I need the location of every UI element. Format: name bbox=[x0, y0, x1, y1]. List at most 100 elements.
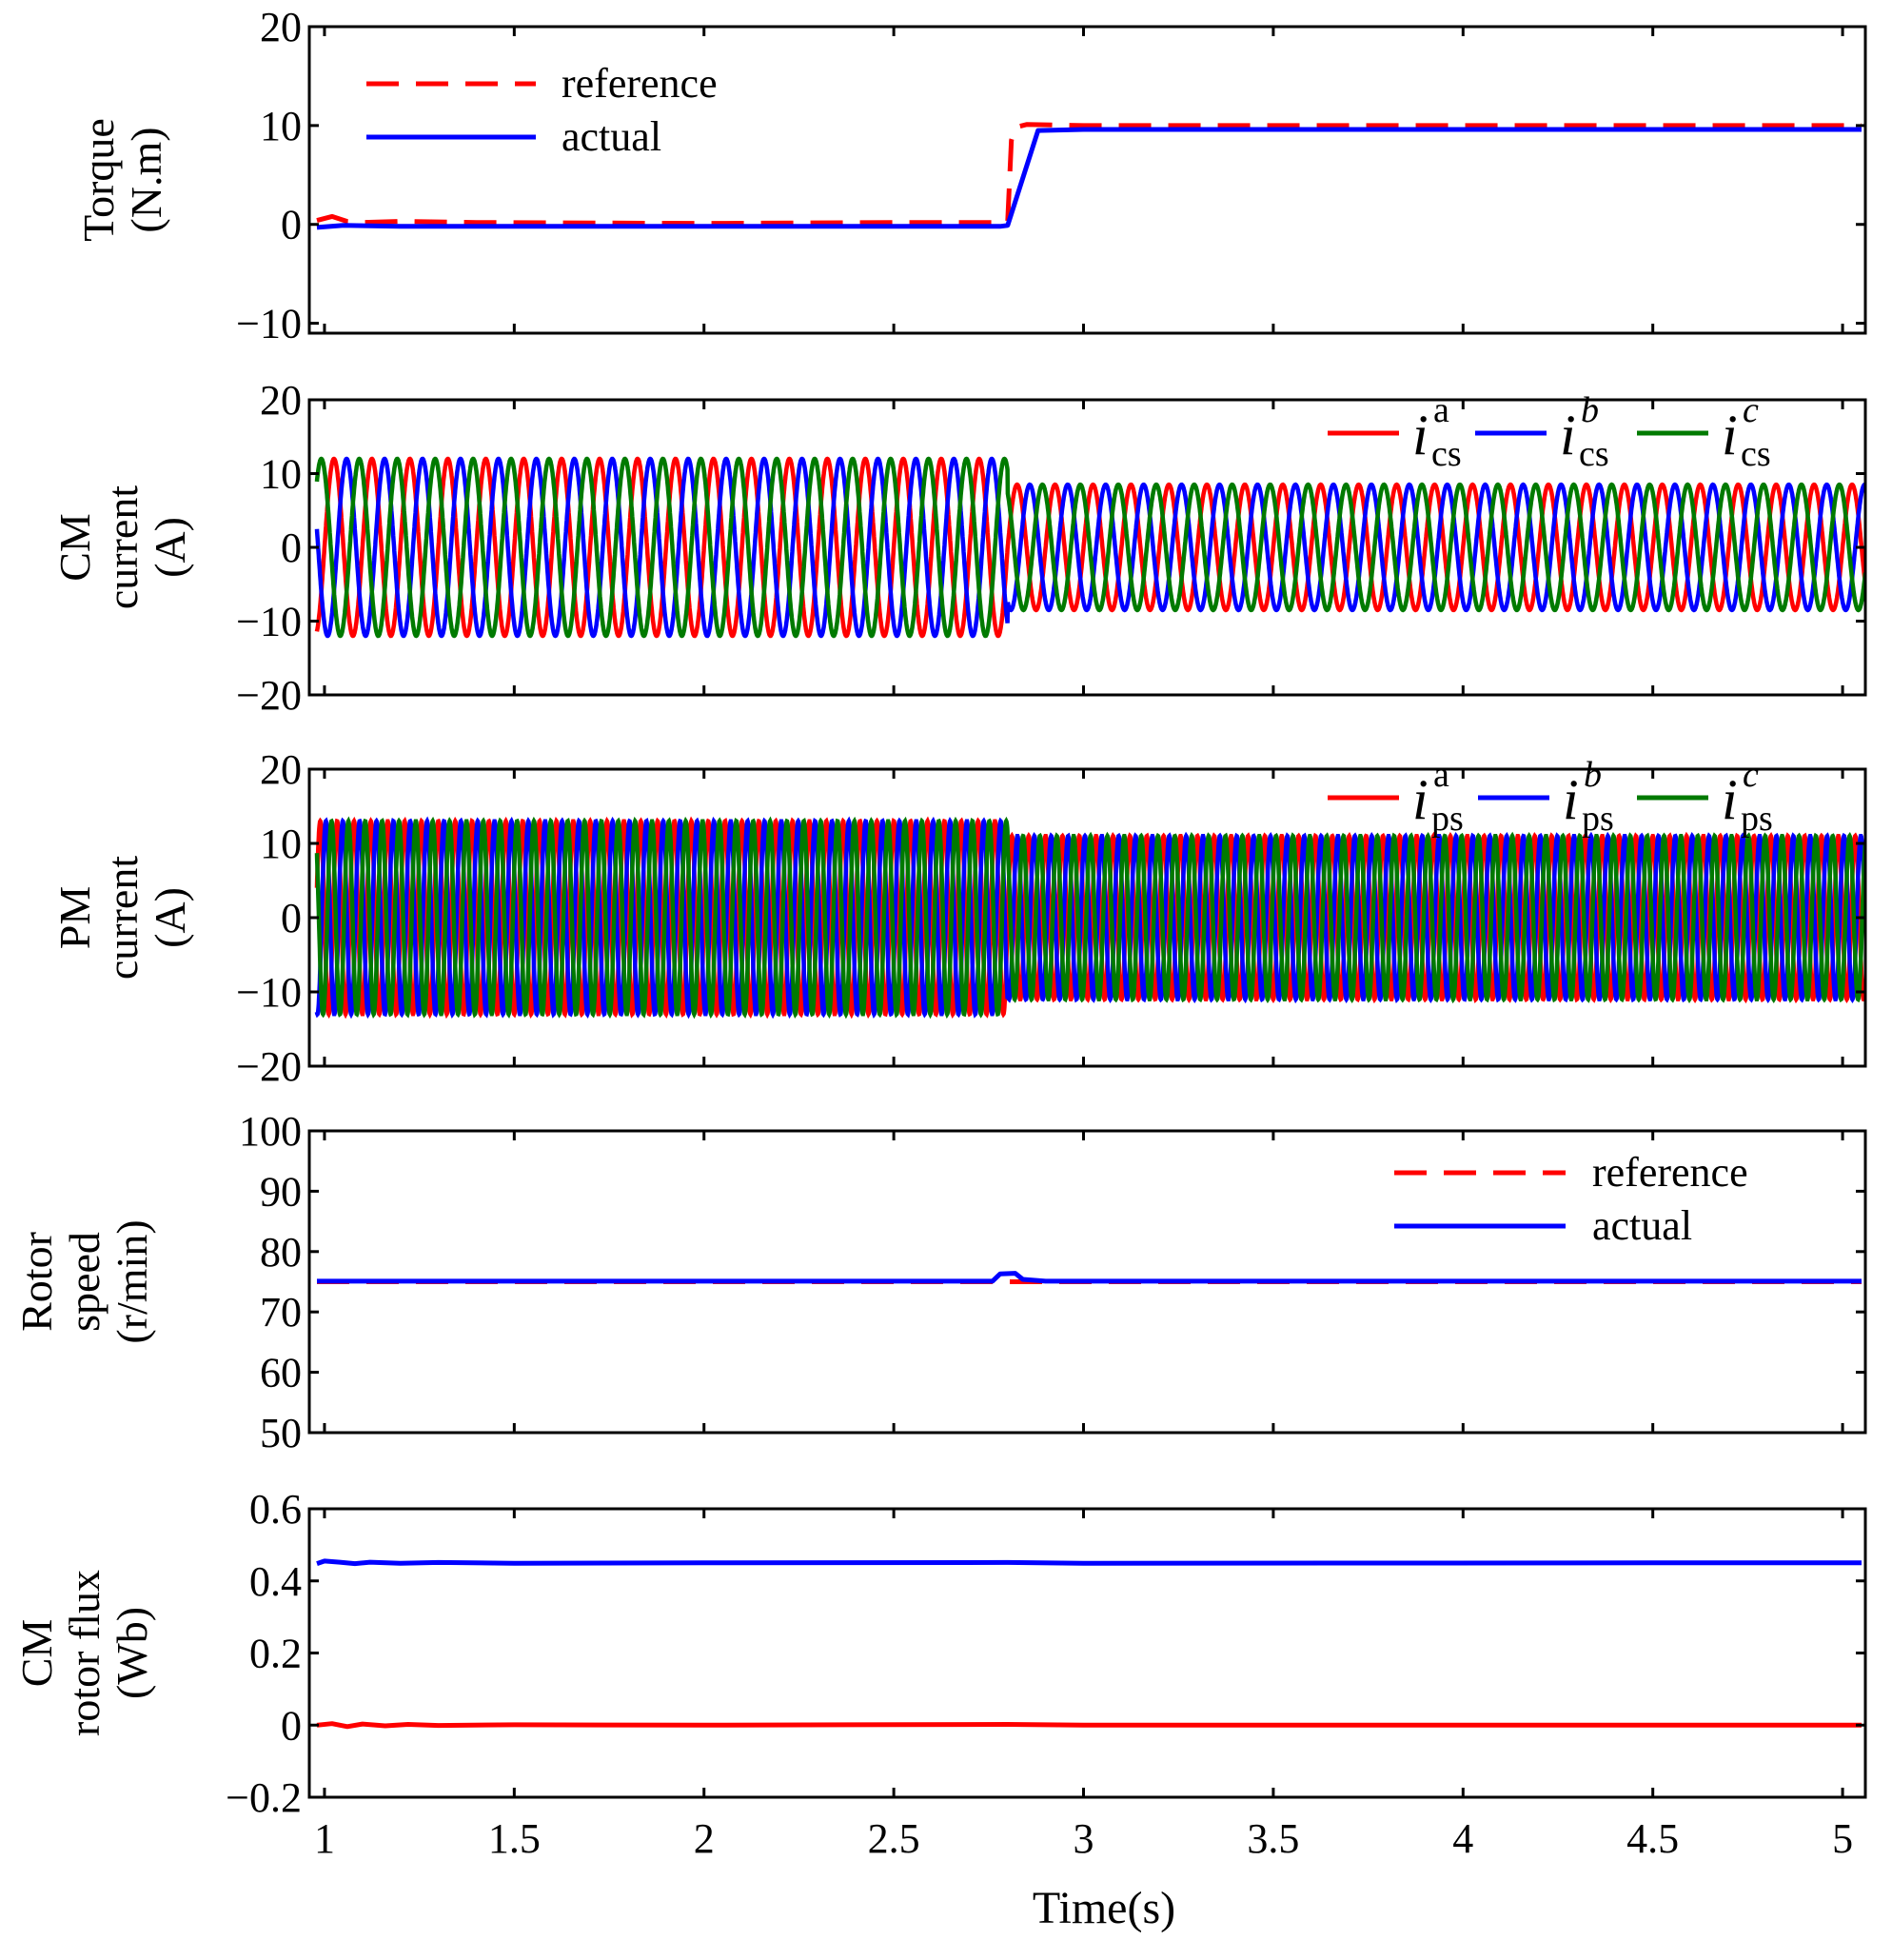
legend-symbol: i bbox=[1412, 768, 1429, 831]
axes-frame bbox=[307, 25, 1867, 335]
panel-cm-rotor-flux: −0.2 0 0.2 0.4 0.6 1 1.5 2 2.5 3 3.5 4 4.5 5 CM rotor f… bbox=[12, 1486, 1867, 1862]
y-axis-label: CM rotor flux (Wb) bbox=[12, 1570, 156, 1736]
y-tick-label: 20 bbox=[260, 746, 302, 793]
y-axis-label-line: rotor flux bbox=[60, 1570, 108, 1736]
legend-subscript: ps bbox=[1431, 799, 1464, 839]
series-blue-line bbox=[316, 1558, 1862, 1567]
plot-area bbox=[316, 1558, 1862, 1730]
series-reference-line bbox=[316, 122, 1862, 227]
y-axis-label: PM current (A) bbox=[50, 856, 194, 980]
legend-label: reference bbox=[1592, 1149, 1748, 1196]
y-axis-label-line: current bbox=[98, 856, 147, 980]
y-tick-label: 0.6 bbox=[249, 1486, 302, 1533]
y-tick-label: 0.2 bbox=[249, 1631, 302, 1677]
legend-symbol: i bbox=[1560, 404, 1576, 466]
y-tick-label: 60 bbox=[260, 1350, 302, 1396]
series-red-line bbox=[316, 1721, 1862, 1730]
legend-label: actual bbox=[1592, 1202, 1692, 1249]
series-actual-line bbox=[316, 127, 1862, 230]
y-tick-label: 10 bbox=[260, 821, 302, 867]
phase-blue-line bbox=[314, 816, 1865, 1020]
legend: reference actual bbox=[366, 60, 718, 160]
x-tick-label: 3 bbox=[1074, 1815, 1094, 1862]
y-tick-label: 10 bbox=[260, 451, 302, 498]
y-tick-label: −0.2 bbox=[226, 1774, 302, 1821]
legend: i aps i bps i cps bbox=[1328, 755, 1773, 839]
phase-green-line bbox=[314, 456, 1865, 639]
series-actual-line bbox=[317, 1271, 1862, 1284]
axes-frame bbox=[307, 1507, 1867, 1799]
panel-rotor-speed: 50 60 70 80 90 100 Rotor speed (r/min) reference a… bbox=[12, 1108, 1867, 1456]
legend-superscript: b bbox=[1581, 390, 1599, 430]
y-axis-label-line: CM bbox=[12, 1619, 61, 1688]
legend-subscript: cs bbox=[1579, 434, 1609, 474]
x-tick-label: 5 bbox=[1832, 1815, 1853, 1862]
y-tick-label: 100 bbox=[239, 1108, 302, 1155]
legend-subscript: cs bbox=[1741, 434, 1771, 474]
phase-blue-line bbox=[314, 456, 1865, 639]
x-tick-label: 1.5 bbox=[488, 1815, 541, 1862]
plot-area bbox=[316, 122, 1862, 230]
legend-superscript: c bbox=[1743, 755, 1759, 795]
y-axis-label-line: current bbox=[98, 485, 147, 609]
y-tick-label: 50 bbox=[260, 1410, 302, 1456]
x-tick-label: 1 bbox=[314, 1815, 335, 1862]
y-tick-label: 0 bbox=[281, 895, 302, 941]
plot-area bbox=[317, 1271, 1862, 1284]
legend-superscript: a bbox=[1433, 390, 1449, 430]
y-axis-label: Torque (N.m) bbox=[74, 118, 170, 242]
axes-frame bbox=[307, 1129, 1867, 1435]
y-tick-label: 80 bbox=[260, 1229, 302, 1276]
legend-label: actual bbox=[562, 113, 661, 160]
phase-green-line bbox=[314, 816, 1865, 1020]
plot-area bbox=[314, 456, 1865, 639]
y-axis-label-line: PM bbox=[50, 886, 99, 949]
y-tick-label: 0.4 bbox=[249, 1558, 302, 1605]
y-tick-label: 0 bbox=[281, 202, 302, 248]
y-axis-label: Rotor speed (r/min) bbox=[12, 1219, 156, 1343]
x-tick-label: 2 bbox=[694, 1815, 715, 1862]
y-axis-label-line: CM bbox=[50, 513, 99, 582]
y-tick-label: −10 bbox=[236, 301, 302, 347]
legend: reference actual bbox=[1394, 1149, 1748, 1249]
x-tick-label: 2.5 bbox=[868, 1815, 920, 1862]
y-tick-label: 0 bbox=[281, 1702, 302, 1749]
y-tick-label: −20 bbox=[236, 672, 302, 719]
legend-symbol: i bbox=[1563, 768, 1579, 831]
y-axis-label-line: (N.m) bbox=[122, 127, 170, 232]
legend: i acs i bcs i ccs bbox=[1328, 390, 1771, 474]
y-axis-label-line: (Wb) bbox=[108, 1607, 156, 1699]
y-tick-label: −10 bbox=[236, 599, 302, 645]
x-tick-label: 4.5 bbox=[1626, 1815, 1679, 1862]
y-tick-label: 20 bbox=[260, 4, 302, 50]
y-tick-label: −10 bbox=[236, 969, 302, 1016]
y-tick-label: 10 bbox=[260, 103, 302, 149]
y-axis-label-line: (A) bbox=[146, 887, 194, 948]
legend-symbol: i bbox=[1412, 404, 1429, 466]
y-tick-label: 0 bbox=[281, 525, 302, 571]
legend-superscript: b bbox=[1584, 755, 1602, 795]
y-tick-label: 90 bbox=[260, 1168, 302, 1215]
plot-area bbox=[314, 816, 1865, 1020]
x-tick-label: 4 bbox=[1452, 1815, 1473, 1862]
panel-torque: −10 0 10 20 Torque (N.m) reference actual bbox=[74, 4, 1867, 347]
legend-superscript: c bbox=[1743, 390, 1759, 430]
y-tick-label: 20 bbox=[260, 377, 302, 424]
legend-symbol: i bbox=[1722, 768, 1738, 831]
x-tick-label: 3.5 bbox=[1247, 1815, 1299, 1862]
legend-subscript: ps bbox=[1741, 799, 1773, 839]
y-axis-label-line: Torque bbox=[74, 118, 123, 242]
y-axis-label-line: (A) bbox=[146, 517, 194, 578]
y-tick-label: 70 bbox=[260, 1289, 302, 1336]
legend-symbol: i bbox=[1722, 404, 1738, 466]
x-axis-label: Time(s) bbox=[1033, 1883, 1175, 1933]
y-tick-label: −20 bbox=[236, 1043, 302, 1090]
legend-subscript: ps bbox=[1582, 799, 1614, 839]
legend-subscript: cs bbox=[1431, 434, 1462, 474]
y-axis-label-line: Rotor bbox=[12, 1232, 61, 1332]
legend-superscript: a bbox=[1433, 755, 1449, 795]
legend-label: reference bbox=[562, 60, 718, 107]
